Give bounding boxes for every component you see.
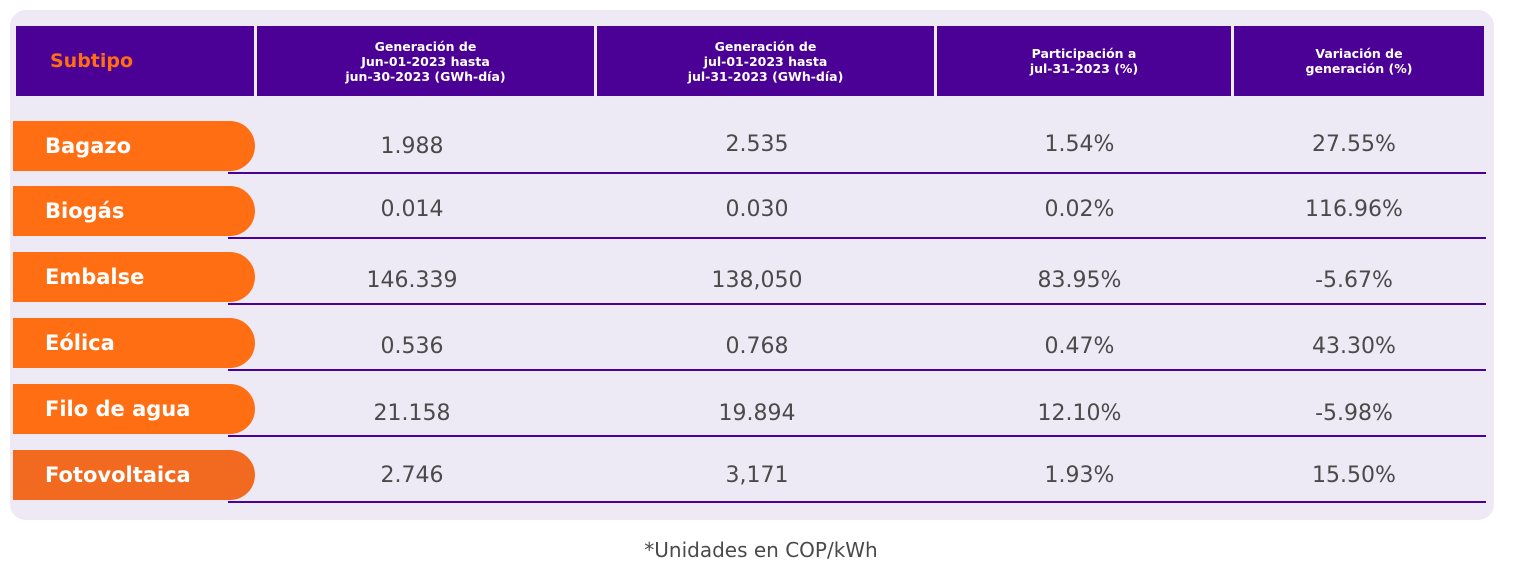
header-participacion: Participación a jul-31-2023 (%): [937, 26, 1231, 96]
table-row: Eólica 0.536 0.768 0.47% 43.30%: [0, 318, 1522, 372]
row-label-pill: Bagazo: [13, 121, 255, 171]
cell-variacion: 15.50%: [1312, 462, 1396, 488]
cell-generacion-jul: 19.894: [718, 400, 796, 426]
row-label-pill: Embalse: [13, 252, 255, 302]
cell-participacion: 0.47%: [1044, 333, 1115, 359]
header-line: jun-30-2023 (GWh-día): [345, 68, 506, 84]
cell-participacion: 0.02%: [1044, 196, 1115, 222]
cell-generacion-jun: 2.746: [380, 462, 444, 488]
cell-variacion: 116.96%: [1305, 196, 1403, 222]
cell-generacion-jul: 138,050: [711, 267, 803, 293]
table-row: Biogás 0.014 0.030 0.02% 116.96%: [0, 186, 1522, 240]
cell-generacion-jul: 3,171: [725, 462, 789, 488]
row-divider: [228, 369, 1486, 371]
row-divider: [228, 501, 1486, 503]
header-generacion-jun: Generación de Jun-01-2023 hasta jun-30-2…: [257, 26, 594, 96]
header-subtipo: Subtipo: [16, 26, 254, 96]
cell-participacion: 83.95%: [1037, 267, 1122, 293]
header-line: jul-31-2023 (%): [1029, 61, 1139, 76]
header-subtipo-label: Subtipo: [50, 49, 134, 72]
header-line: Generación de: [374, 38, 477, 54]
cell-generacion-jul: 2.535: [725, 131, 789, 157]
row-label-pill: Fotovoltaica: [13, 450, 255, 500]
header-line: jul-01-2023 hasta: [703, 53, 828, 69]
header-generacion-jul: Generación de jul-01-2023 hasta jul-31-2…: [597, 26, 934, 96]
cell-variacion: -5.67%: [1315, 267, 1393, 293]
cell-generacion-jun: 0.536: [380, 333, 444, 359]
cell-participacion: 1.54%: [1044, 131, 1115, 157]
header-line: Participación a: [1031, 46, 1137, 61]
cell-variacion: 27.55%: [1312, 131, 1396, 157]
footnote: *Unidades en COP/kWh: [644, 538, 878, 562]
row-divider: [228, 172, 1486, 174]
table-row: Filo de agua 21.158 19.894 12.10% -5.98%: [0, 384, 1522, 438]
table-row: Embalse 146.339 138,050 83.95% -5.67%: [0, 252, 1522, 306]
cell-generacion-jul: 0.768: [725, 333, 789, 359]
row-divider: [228, 435, 1486, 437]
header-variacion: Variación de generación (%): [1234, 26, 1484, 96]
row-divider: [228, 237, 1486, 239]
row-label-pill: Filo de agua: [13, 384, 255, 434]
table-row: Bagazo 1.988 2.535 1.54% 27.55%: [0, 121, 1522, 175]
cell-generacion-jun: 21.158: [373, 400, 451, 426]
cell-generacion-jul: 0.030: [725, 196, 789, 222]
header-line: jul-31-2023 (GWh-día): [687, 68, 844, 84]
row-label-pill: Eólica: [13, 318, 255, 368]
row-label-pill: Biogás: [13, 186, 255, 236]
table-row: Fotovoltaica 2.746 3,171 1.93% 15.50%: [0, 450, 1522, 504]
header-line: Generación de: [714, 38, 817, 54]
cell-generacion-jun: 0.014: [380, 196, 444, 222]
cell-variacion: 43.30%: [1312, 333, 1396, 359]
row-divider: [228, 303, 1486, 305]
cell-participacion: 12.10%: [1037, 400, 1122, 426]
header-line: Variación de: [1315, 46, 1403, 61]
header-line: Jun-01-2023 hasta: [361, 53, 490, 69]
cell-variacion: -5.98%: [1315, 400, 1393, 426]
header-line: generación (%): [1305, 61, 1413, 76]
cell-participacion: 1.93%: [1044, 462, 1115, 488]
cell-generacion-jun: 146.339: [366, 267, 458, 293]
cell-generacion-jun: 1.988: [380, 133, 444, 159]
